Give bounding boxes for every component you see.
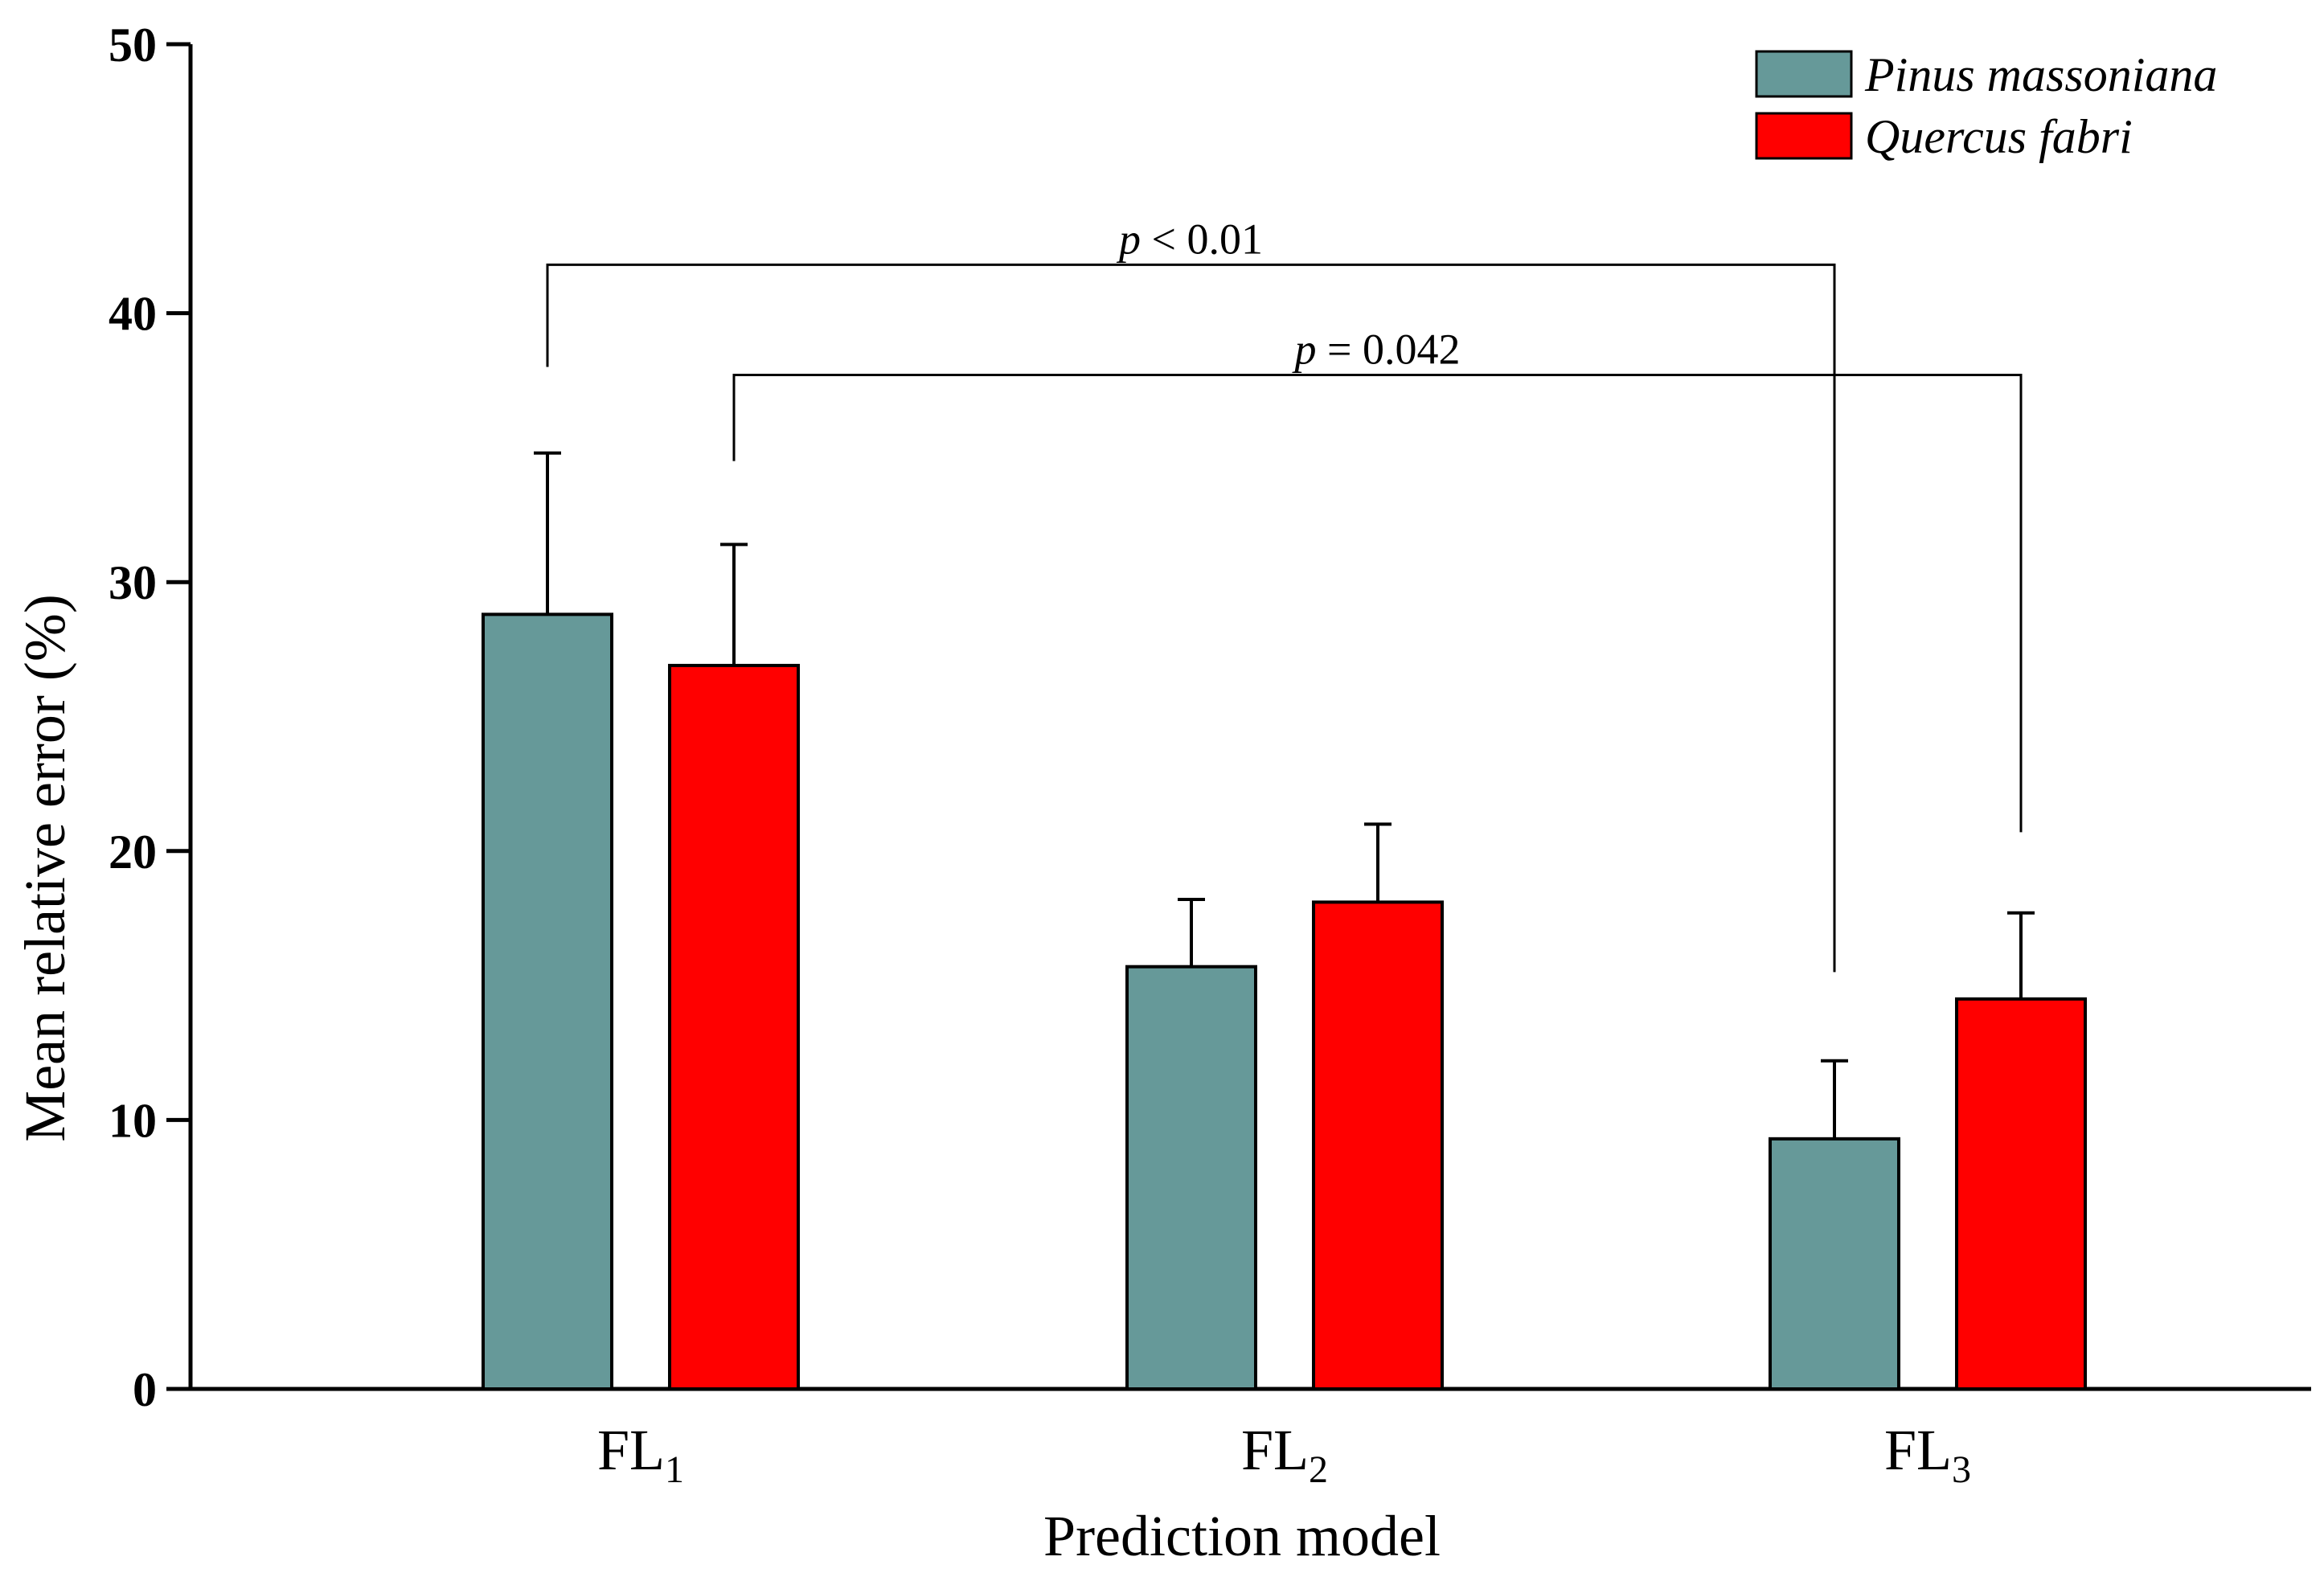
y-tick-label: 40 [109, 288, 157, 341]
x-tick-label-subscript: 1 [665, 1448, 684, 1491]
p-value: < 0.01 [1141, 215, 1263, 263]
y-tick-label: 0 [133, 1363, 157, 1416]
x-tick-label: FL1 [597, 1418, 684, 1491]
y-tick-label: 20 [109, 825, 157, 879]
legend: Pinus massoniana Quercus fabri [1755, 48, 2217, 163]
bar-pinus-3 [1769, 1137, 1900, 1391]
bar-quercus-3 [1955, 997, 2087, 1391]
p-value: = 0.042 [1317, 326, 1461, 374]
bar-pinus-2 [1125, 965, 1257, 1391]
p-symbol: p [1116, 215, 1141, 263]
significance-label: p = 0.042 [1292, 326, 1461, 374]
x-tick-label-base: FL [1241, 1418, 1309, 1482]
legend-swatch [1755, 112, 1853, 160]
x-tick-label: FL3 [1884, 1418, 1971, 1491]
bar-quercus-2 [1312, 900, 1444, 1391]
y-tick-label: 50 [109, 18, 157, 72]
legend-swatch [1755, 50, 1853, 98]
p-symbol: p [1292, 326, 1317, 374]
x-tick-label-base: FL [1884, 1418, 1952, 1482]
bar-quercus-1 [668, 663, 800, 1391]
x-tick-label: FL2 [1241, 1418, 1328, 1491]
y-tick-label: 10 [109, 1094, 157, 1147]
significance-bracket [546, 263, 1836, 973]
bar-pinus-1 [482, 612, 613, 1391]
y-tick-label: 30 [109, 556, 157, 609]
x-tick-label-subscript: 3 [1952, 1448, 1971, 1491]
x-tick-label-subscript: 2 [1309, 1448, 1328, 1491]
x-axis-title: Prediction model [1043, 1504, 1441, 1568]
legend-label: Quercus fabri [1865, 110, 2133, 163]
legend-label: Pinus massoniana [1864, 48, 2217, 101]
significance-bracket [732, 374, 2023, 833]
y-axis-title: Mean relative error (%) [13, 594, 77, 1142]
x-tick-label-base: FL [597, 1418, 665, 1482]
significance-label: p < 0.01 [1116, 215, 1263, 263]
